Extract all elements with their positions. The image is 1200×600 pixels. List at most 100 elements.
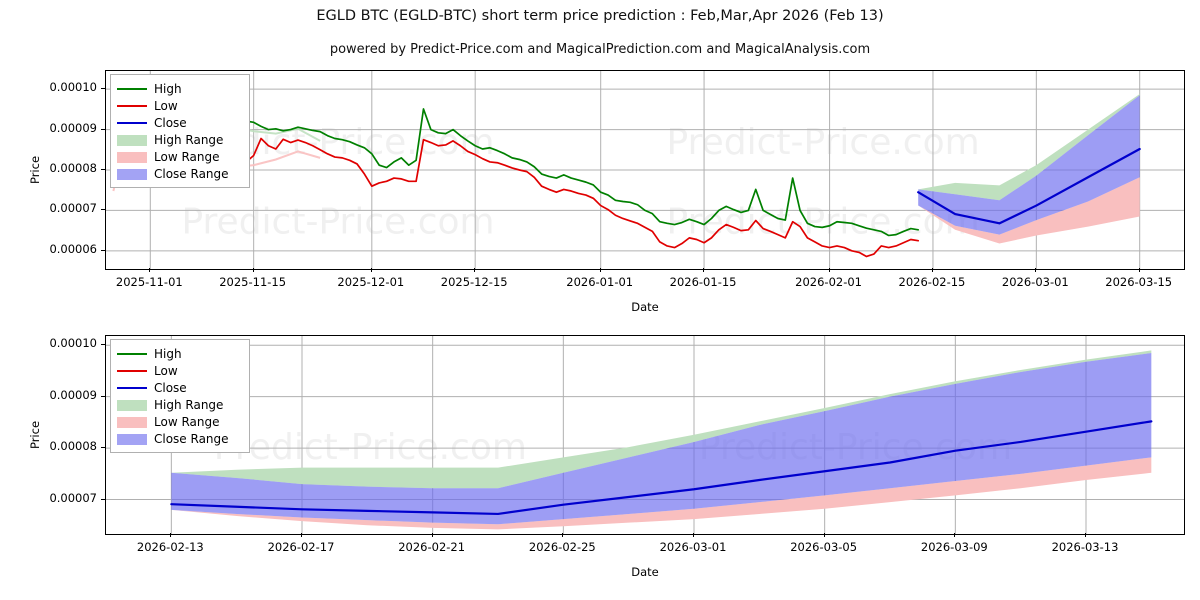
top-legend-item-low-range: Low Range — [117, 148, 242, 165]
top-y-tick-mark — [101, 249, 105, 251]
bottom-low-range-band — [171, 457, 1152, 530]
bottom-x-tick-mark — [1085, 533, 1086, 537]
top-x-tick-mark — [828, 268, 830, 272]
top-legend-item-high-range: High Range — [117, 131, 242, 148]
bottom-y-tick-mark — [101, 344, 105, 346]
bottom-x-tick-label: 2026-03-01 — [659, 540, 727, 554]
legend-line-swatch-icon — [117, 117, 147, 129]
legend-line-swatch-icon — [117, 100, 147, 112]
bottom-y-tick-label: 0.00010 — [49, 336, 97, 351]
legend-line-swatch-icon — [117, 365, 147, 377]
top-plot-area: Predict-Price.com Predict-Price.com Predic… — [105, 70, 1185, 270]
legend-label: Close — [154, 380, 187, 395]
top-x-tick-label: 2026-01-01 — [566, 275, 634, 289]
top-y-tick-mark — [101, 209, 105, 211]
bottom-y-tick-label: 0.00009 — [49, 387, 97, 402]
top-y-tick-mark — [101, 128, 105, 130]
top-high-range-band — [918, 94, 1140, 201]
top-x-tick-mark — [252, 268, 254, 272]
legend-label: Close Range — [154, 166, 229, 181]
legend-label: Low — [154, 363, 178, 378]
top-y-tick-mark — [101, 88, 105, 90]
legend-line-swatch-icon — [117, 348, 147, 360]
top-legend-item-close: Close — [117, 114, 242, 131]
bottom-y-tick-label: 0.00007 — [49, 490, 97, 505]
bottom-x-axis-label: Date — [631, 565, 659, 579]
top-y-tick-label: 0.00008 — [49, 161, 97, 175]
bottom-x-tick-mark — [823, 533, 825, 537]
bottom-y-tick-mark — [101, 395, 105, 397]
legend-label: High — [154, 346, 182, 361]
bottom-legend-item-high: High — [117, 345, 242, 362]
top-x-tick-mark — [149, 268, 151, 272]
bottom-x-tick-label: 2026-03-05 — [790, 540, 858, 554]
legend-patch-swatch-icon — [117, 416, 147, 428]
bottom-x-tick-label: 2026-02-17 — [267, 540, 335, 554]
top-x-tick-label: 2026-03-15 — [1105, 275, 1173, 289]
top-x-tick-label: 2026-02-01 — [795, 275, 862, 289]
bottom-x-tick-mark — [301, 533, 302, 537]
bottom-x-tick-label: 2026-03-13 — [1051, 540, 1119, 554]
top-x-tick-mark — [1035, 268, 1037, 272]
watermark-text: Predict-Price.com — [667, 122, 980, 163]
page-title: EGLD BTC (EGLD-BTC) short term price pre… — [316, 8, 884, 24]
top-x-tick-label: 2026-01-15 — [669, 275, 737, 289]
bottom-y-tick-label: 0.00008 — [49, 439, 97, 454]
top-legend-item-close-range: Close Range — [117, 165, 242, 182]
bottom-close-forecast-line — [170, 420, 1153, 516]
top-x-axis-label: Date — [631, 300, 659, 314]
bottom-legend-item-high-range: High Range — [117, 396, 242, 413]
bottom-x-tick-mark — [954, 533, 956, 537]
legend-patch-swatch-icon — [117, 151, 147, 163]
bottom-chart-panel: Price Predict-Price.comPredict-Price.com… — [0, 320, 1200, 600]
top-legend-item-low: Low — [117, 97, 242, 114]
legend-label: Low Range — [154, 149, 220, 164]
bottom-x-tick-mark — [431, 533, 433, 537]
top-x-tick-mark — [703, 268, 705, 272]
watermark-text: Predict-Price.com — [181, 201, 494, 242]
legend-label: High Range — [154, 397, 224, 412]
top-close-forecast-line — [917, 147, 1141, 225]
page-subtitle: powered by Predict-Price.com and Magical… — [329, 42, 871, 57]
top-legend-item-high: High — [117, 80, 242, 97]
top-y-tick-label: 0.00007 — [49, 201, 97, 216]
legend-patch-swatch-icon — [117, 134, 147, 146]
top-x-tick-label: 2025-12-01 — [337, 275, 405, 289]
top-low-range-band — [918, 177, 1140, 244]
bottom-y-axis-label: Price — [28, 420, 42, 450]
top-x-tick-label: 2025-12-15 — [440, 275, 508, 289]
bottom-close-range-band — [171, 352, 1152, 525]
bottom-high-range-band — [171, 350, 1152, 489]
top-x-tick-mark — [1138, 268, 1140, 272]
top-y-tick-label: 0.00009 — [49, 120, 97, 135]
legend-label: High — [154, 81, 182, 96]
bottom-x-tick-mark — [693, 533, 694, 537]
legend-patch-swatch-icon — [117, 433, 147, 445]
legend-line-swatch-icon — [117, 83, 147, 95]
top-chart-panel: Price Predict-Price.com Predict-Price.com… — [28, 70, 1185, 314]
top-x-tick-mark — [931, 268, 933, 272]
top-y-tick-label: 0.00010 — [49, 80, 97, 95]
legend-label: Close — [154, 115, 187, 130]
legend-label: High Range — [154, 132, 224, 147]
bottom-x-tick-label: 2026-02-13 — [136, 540, 204, 554]
top-x-tick-mark — [599, 268, 601, 272]
top-x-tick-mark — [474, 268, 476, 272]
bottom-legend-item-low: Low — [117, 362, 242, 379]
bottom-x-tick-label: 2026-02-25 — [528, 540, 596, 554]
top-legend: High Low Close High Range Low Range Close Ran… — [110, 74, 250, 188]
bottom-x-tick-label: 2026-02-21 — [398, 540, 466, 554]
bottom-x-tick-mark — [170, 533, 172, 537]
top-y-tick-mark — [101, 169, 105, 170]
top-x-tick-label: 2025-11-15 — [219, 275, 287, 289]
bottom-x-tick-mark — [562, 533, 564, 537]
bottom-legend: High Low Close High Range Low Range Close Ran… — [110, 339, 250, 453]
legend-line-swatch-icon — [117, 382, 147, 394]
bottom-x-tick-label: 2026-03-09 — [920, 540, 988, 554]
bottom-legend-item-close-range: Close Range — [117, 430, 242, 447]
top-y-tick-label: 0.00006 — [49, 241, 97, 256]
legend-label: Low — [154, 98, 178, 113]
